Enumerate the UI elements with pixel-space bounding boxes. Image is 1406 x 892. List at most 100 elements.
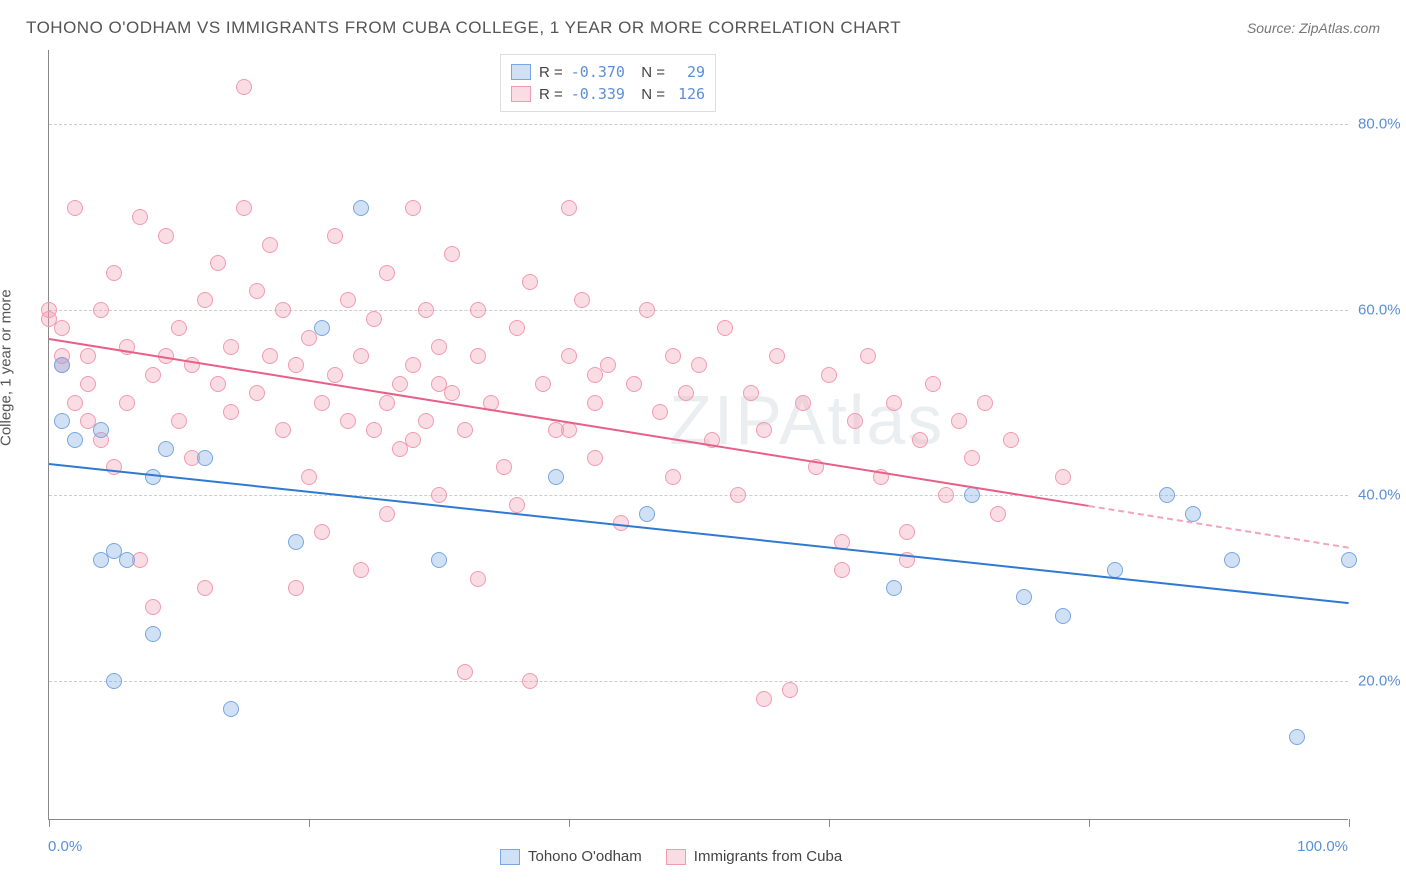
gridline [49, 124, 1348, 125]
data-point [587, 395, 603, 411]
data-point [795, 395, 811, 411]
data-point [522, 673, 538, 689]
data-point [418, 413, 434, 429]
data-point [496, 459, 512, 475]
data-point [106, 265, 122, 281]
data-point [990, 506, 1006, 522]
data-point [314, 320, 330, 336]
chart-title: TOHONO O'ODHAM VS IMMIGRANTS FROM CUBA C… [26, 18, 901, 38]
data-point [1107, 562, 1123, 578]
data-point [964, 450, 980, 466]
data-point [717, 320, 733, 336]
data-point [431, 376, 447, 392]
data-point [379, 395, 395, 411]
data-point [1289, 729, 1305, 745]
data-point [249, 283, 265, 299]
y-tick-label: 20.0% [1358, 672, 1401, 689]
legend-swatch [511, 64, 531, 80]
gridline [49, 310, 1348, 311]
data-point [561, 422, 577, 438]
data-point [171, 413, 187, 429]
data-point [509, 497, 525, 513]
data-point [93, 302, 109, 318]
x-tick-label: 0.0% [48, 838, 82, 855]
legend-row: R = -0.370 N = 29 [511, 61, 705, 83]
data-point [288, 580, 304, 596]
data-point [262, 348, 278, 364]
data-point [1055, 608, 1071, 624]
data-point [652, 404, 668, 420]
gridline [49, 495, 1348, 496]
data-point [132, 209, 148, 225]
x-tick [829, 819, 830, 827]
data-point [275, 302, 291, 318]
data-point [886, 580, 902, 596]
data-point [223, 339, 239, 355]
data-point [249, 385, 265, 401]
y-tick-label: 60.0% [1358, 301, 1401, 318]
data-point [353, 348, 369, 364]
data-point [925, 376, 941, 392]
data-point [977, 395, 993, 411]
data-point [54, 357, 70, 373]
data-point [860, 348, 876, 364]
data-point [119, 552, 135, 568]
series-name: Tohono O'odham [528, 848, 642, 865]
data-point [210, 255, 226, 271]
data-point [574, 292, 590, 308]
data-point [1185, 506, 1201, 522]
data-point [54, 320, 70, 336]
data-point [314, 395, 330, 411]
data-point [457, 422, 473, 438]
data-point [197, 292, 213, 308]
data-point [730, 487, 746, 503]
data-point [678, 385, 694, 401]
data-point [340, 413, 356, 429]
trendline [49, 463, 1349, 604]
data-point [275, 422, 291, 438]
watermark: ZIPAtlas [669, 380, 944, 460]
data-point [847, 413, 863, 429]
data-point [145, 599, 161, 615]
data-point [288, 534, 304, 550]
data-point [392, 376, 408, 392]
data-point [210, 376, 226, 392]
data-point [353, 562, 369, 578]
data-point [535, 376, 551, 392]
data-point [951, 413, 967, 429]
data-point [158, 228, 174, 244]
data-point [834, 562, 850, 578]
data-point [938, 487, 954, 503]
data-point [444, 246, 460, 262]
data-point [1055, 469, 1071, 485]
data-point [67, 432, 83, 448]
x-tick [309, 819, 310, 827]
data-point [379, 506, 395, 522]
legend-n-label: N = [633, 86, 665, 103]
data-point [54, 413, 70, 429]
data-point [145, 626, 161, 642]
x-tick [1349, 819, 1350, 827]
legend-swatch [666, 849, 686, 865]
data-point [509, 320, 525, 336]
legend-swatch [511, 86, 531, 102]
legend-n-value: 126 [673, 85, 705, 103]
data-point [405, 200, 421, 216]
series-name: Immigrants from Cuba [694, 848, 842, 865]
data-point [821, 367, 837, 383]
x-tick [49, 819, 50, 827]
data-point [80, 376, 96, 392]
data-point [41, 302, 57, 318]
data-point [431, 552, 447, 568]
data-point [431, 487, 447, 503]
data-point [1003, 432, 1019, 448]
data-point [262, 237, 278, 253]
data-point [366, 311, 382, 327]
x-tick [1089, 819, 1090, 827]
data-point [288, 357, 304, 373]
data-point [197, 580, 213, 596]
data-point [522, 274, 538, 290]
legend-r-label: R = [539, 86, 563, 103]
data-point [1224, 552, 1240, 568]
data-point [327, 367, 343, 383]
